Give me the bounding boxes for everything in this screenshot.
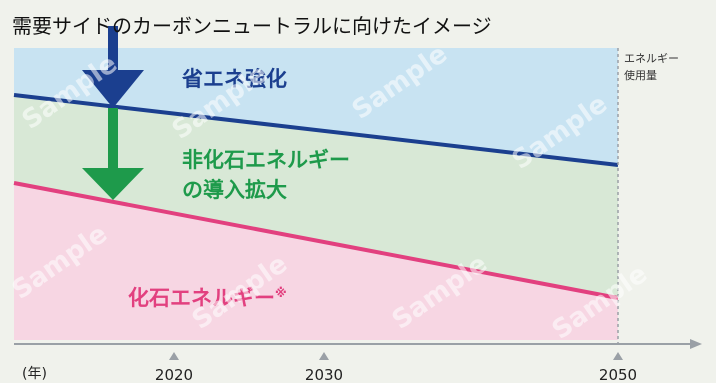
x-axis-arrowhead bbox=[690, 339, 702, 349]
tick-mark-2030 bbox=[319, 352, 329, 360]
total-energy-line bbox=[13, 93, 619, 167]
non-fossil-label-line2: の導入拡大 bbox=[182, 178, 287, 202]
energy-saving-label: 省エネ強化 bbox=[181, 67, 287, 91]
fossil-label-text: 化石エネルギー bbox=[128, 286, 275, 310]
x-tick-label-2030: 2030 bbox=[305, 366, 343, 383]
y-axis-label-line2: 使用量 bbox=[624, 69, 657, 82]
non-fossil-arrow-shaft bbox=[108, 108, 118, 178]
energy-saving-arrow-shaft bbox=[108, 26, 118, 80]
x-axis-unit: (年) bbox=[22, 366, 47, 382]
tick-mark-2050 bbox=[613, 352, 623, 360]
tick-mark-2020 bbox=[169, 352, 179, 360]
non-fossil-region bbox=[14, 95, 618, 298]
non-fossil-arrow-head bbox=[82, 168, 144, 200]
energy-saving-arrow-head bbox=[82, 70, 144, 108]
non-fossil-label-line1: 非化石エネルギー bbox=[182, 148, 350, 172]
x-tick-label-2050: 2050 bbox=[599, 366, 637, 383]
x-tick-label-2020: 2020 bbox=[155, 366, 193, 383]
y-axis-label-line1: エネルギー bbox=[624, 52, 679, 65]
diagram-title: 需要サイドのカーボンニュートラルに向けたイメージ bbox=[12, 14, 492, 38]
fossil-energy-line bbox=[13, 181, 619, 300]
fossil-region bbox=[14, 183, 618, 340]
fossil-label: 化石エネルギー※ bbox=[128, 286, 287, 310]
energy-saving-region bbox=[14, 48, 618, 165]
fossil-note-mark: ※ bbox=[275, 286, 287, 300]
